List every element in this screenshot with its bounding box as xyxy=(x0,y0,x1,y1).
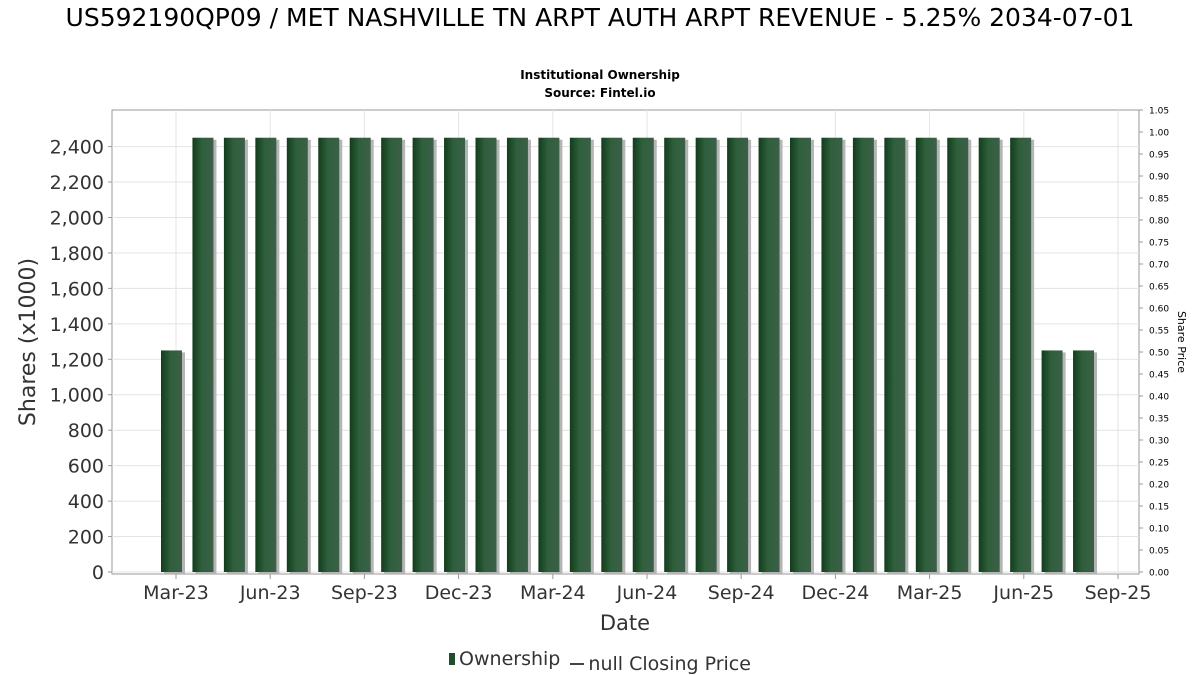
legend-item-closing-price: null Closing Price xyxy=(570,653,751,675)
y2-tick-label: 0.35 xyxy=(1149,415,1169,425)
y2-tick-label: 0.00 xyxy=(1149,569,1169,579)
x-tick-label: Sep-25 xyxy=(1085,582,1152,604)
x-tick-label: Mar-23 xyxy=(143,582,209,604)
y2-tick-label: 0.65 xyxy=(1149,283,1169,293)
bar-ownership xyxy=(1010,137,1032,572)
y2-tick-label: 0.85 xyxy=(1149,195,1169,205)
x-tick-label: Sep-24 xyxy=(708,582,775,604)
y-axis-right: 0.00 0.05 0.10 0.15 0.20 0.25 0.30 0.35 0.40 0.45… xyxy=(1139,107,1169,579)
bar-ownership xyxy=(821,137,843,572)
bar-ownership xyxy=(947,137,969,572)
y-tick-label: 0 xyxy=(92,562,104,584)
bar-series-ownership xyxy=(161,137,1098,574)
y-tick-label: 1,000 xyxy=(50,385,104,407)
y-tick-label: 2,400 xyxy=(50,137,104,159)
x-axis: Mar-23 Jun-23 Sep-23 Dec-23 Mar-24 Jun-24 Sep-… xyxy=(143,574,1151,604)
y-tick-label: 2,000 xyxy=(50,207,104,229)
bar-ownership xyxy=(1041,350,1063,572)
y2-tick-label: 1.00 xyxy=(1149,129,1169,139)
bar-ownership xyxy=(758,137,780,572)
y-axis-left: 0 200 400 600 800 1,000 1,200 1,400 1,600 1,800 2,… xyxy=(50,137,112,584)
y2-tick-label: 0.45 xyxy=(1149,371,1169,381)
bar-ownership xyxy=(381,137,403,572)
y-axis-label: Shares (x1000) xyxy=(16,258,41,426)
legend-label-ownership: Ownership xyxy=(459,648,561,670)
bar-ownership xyxy=(790,137,811,572)
bar-ownership xyxy=(1073,350,1095,572)
bar-ownership xyxy=(444,137,466,572)
bar-ownership xyxy=(349,137,371,572)
x-tick-label: Mar-24 xyxy=(520,582,586,604)
legend-swatch-closing-price xyxy=(570,663,585,665)
y2-tick-label: 0.50 xyxy=(1149,349,1169,359)
y-tick-label: 1,800 xyxy=(50,243,104,265)
x-tick-label: Dec-23 xyxy=(425,582,493,604)
y-tick-label: 1,200 xyxy=(50,349,104,371)
y-tick-label: 1,600 xyxy=(50,278,104,300)
bar-ownership xyxy=(161,350,182,572)
y2-axis-label: Share Price xyxy=(1175,311,1188,373)
bar-ownership xyxy=(223,137,245,572)
bar-ownership xyxy=(318,137,340,572)
x-tick-label: Mar-25 xyxy=(897,582,963,604)
y2-tick-label: 0.95 xyxy=(1149,151,1169,161)
legend-swatch-ownership xyxy=(449,653,456,665)
x-tick-label: Jun-24 xyxy=(616,582,678,604)
bar-ownership xyxy=(695,137,717,572)
y2-tick-label: 0.90 xyxy=(1149,173,1169,183)
legend-item-ownership: Ownership xyxy=(449,648,560,670)
y2-tick-label: 0.20 xyxy=(1149,481,1169,491)
bar-ownership xyxy=(192,137,214,572)
x-tick-label: Jun-25 xyxy=(992,582,1054,604)
y2-tick-label: 0.30 xyxy=(1149,437,1169,447)
bar-ownership xyxy=(475,137,497,572)
y-tick-label: 600 xyxy=(68,456,104,478)
y-tick-label: 800 xyxy=(68,420,104,442)
bar-ownership xyxy=(915,137,937,572)
y2-tick-label: 0.15 xyxy=(1149,503,1169,513)
y-tick-label: 200 xyxy=(68,527,104,549)
y2-tick-label: 1.05 xyxy=(1149,107,1169,117)
bar-ownership xyxy=(664,137,686,572)
y-tick-label: 1,400 xyxy=(50,314,104,336)
bar-ownership xyxy=(632,137,654,572)
bar-ownership xyxy=(286,137,308,572)
y2-tick-label: 0.80 xyxy=(1149,217,1169,227)
bar-ownership xyxy=(255,137,277,572)
bar-ownership xyxy=(601,137,623,572)
y2-tick-label: 0.60 xyxy=(1149,305,1169,315)
x-axis-label: Date xyxy=(600,611,650,635)
chart-title: US592190QP09 / MET NASHVILLE TN ARPT AUT… xyxy=(65,3,1135,32)
y2-tick-label: 0.05 xyxy=(1149,547,1169,557)
bar-ownership xyxy=(412,137,434,572)
legend: Ownership null Closing Price xyxy=(0,648,1200,675)
bar-ownership xyxy=(978,137,1000,572)
y2-tick-label: 0.25 xyxy=(1149,459,1169,469)
y2-tick-label: 0.10 xyxy=(1149,525,1169,535)
y-tick-label: 2,200 xyxy=(50,172,104,194)
bar-ownership xyxy=(727,137,749,572)
y-tick-label: 400 xyxy=(68,491,104,513)
bar-ownership xyxy=(569,137,591,572)
bar-ownership xyxy=(506,137,528,572)
chart-subtitle-1: Institutional Ownership xyxy=(520,68,680,82)
bar-ownership xyxy=(852,137,874,572)
bar-ownership xyxy=(884,137,906,572)
y2-tick-label: 0.40 xyxy=(1149,393,1169,403)
x-tick-label: Dec-24 xyxy=(801,582,869,604)
legend-label-closing-price: null Closing Price xyxy=(588,653,751,675)
y2-tick-label: 0.55 xyxy=(1149,327,1169,337)
y2-tick-label: 0.70 xyxy=(1149,261,1169,271)
x-tick-label: Sep-23 xyxy=(331,582,398,604)
bar-ownership xyxy=(538,137,560,572)
chart-subtitle-2: Source: Fintel.io xyxy=(544,86,656,100)
y2-tick-label: 0.75 xyxy=(1149,239,1169,249)
x-tick-label: Jun-23 xyxy=(239,582,301,604)
